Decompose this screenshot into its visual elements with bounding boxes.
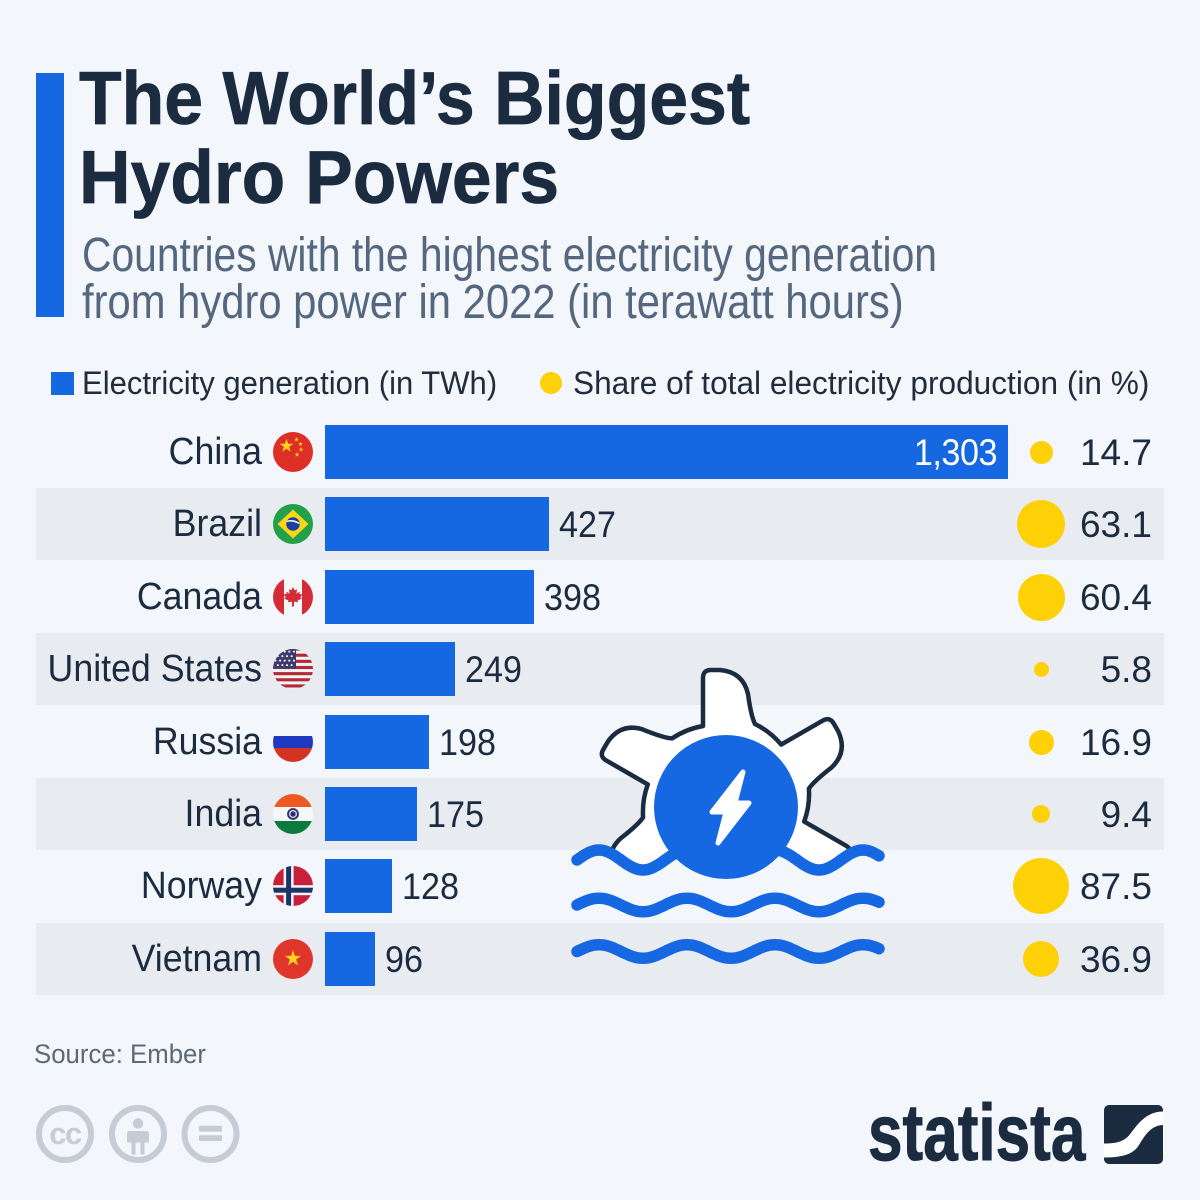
svg-text:cc: cc (49, 1116, 82, 1151)
